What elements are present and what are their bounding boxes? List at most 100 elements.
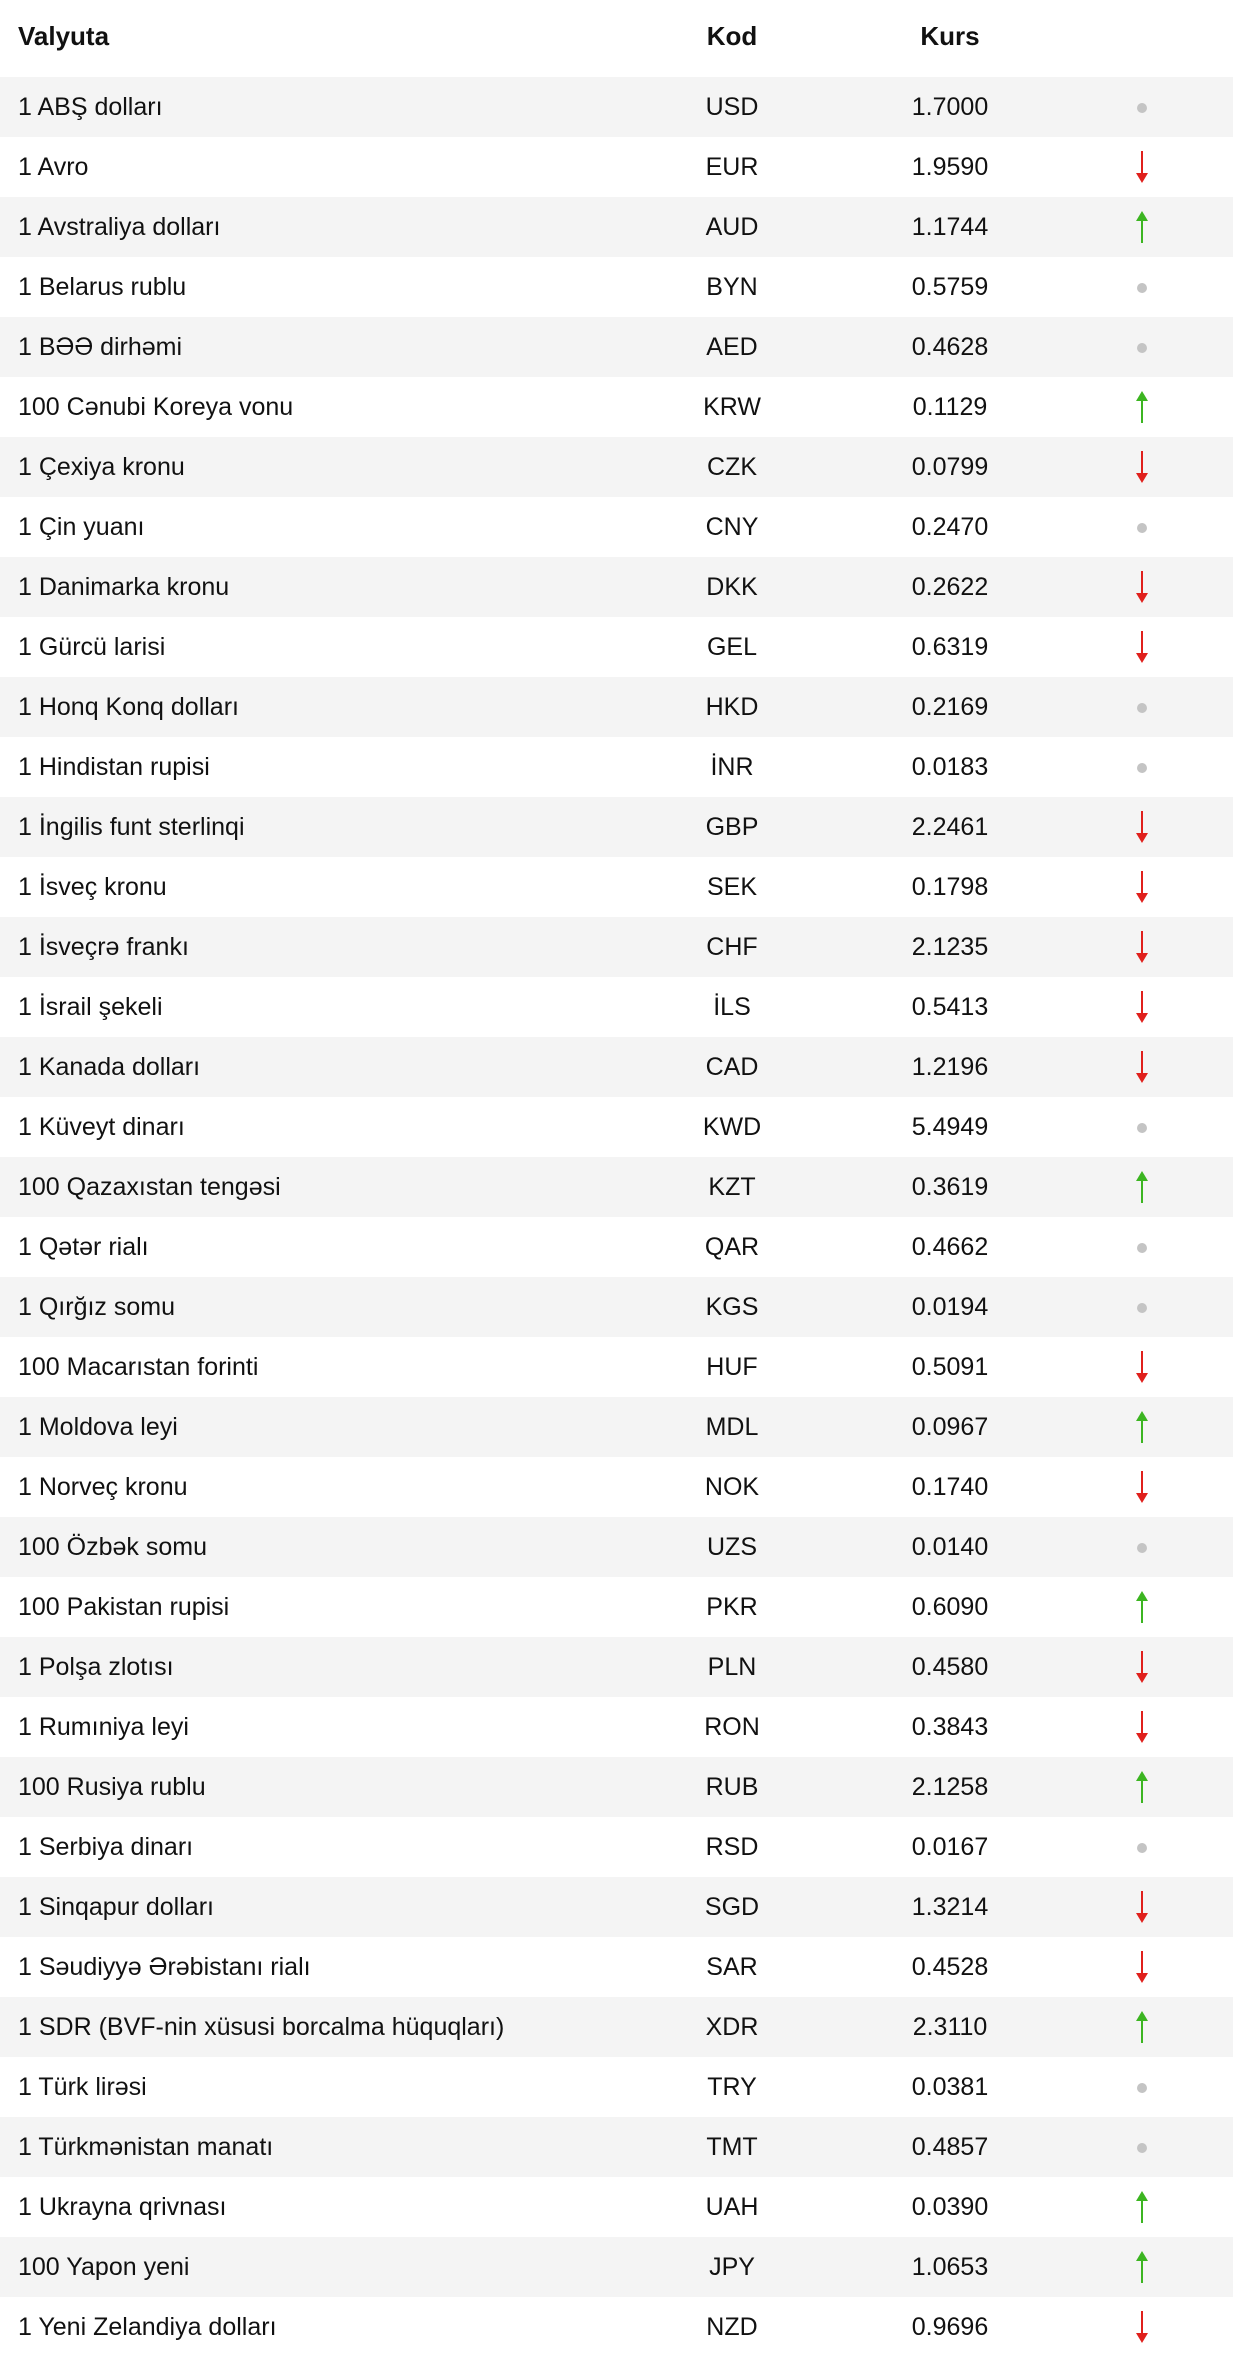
table-row: 1 Honq Konq dolları HKD 0.2169 (0, 677, 1233, 737)
neutral-dot-icon (1120, 1217, 1164, 1277)
currency-name: 1 Polşa zlotısı (18, 1653, 174, 1681)
neutral-dot-icon (1120, 737, 1164, 797)
currency-rate: 0.4662 (911, 1233, 989, 1261)
neutral-dot-icon (1120, 2057, 1164, 2117)
currency-name: 1 Serbiya dinarı (18, 1833, 194, 1861)
header-currency: Valyuta (18, 21, 110, 51)
currency-code: USD (705, 93, 759, 121)
neutral-dot-icon (1120, 1517, 1164, 1577)
currency-rate: 1.2196 (911, 1053, 989, 1081)
currency-name: 1 Türkmənistan manatı (18, 2133, 274, 2161)
neutral-dot-icon (1120, 77, 1164, 137)
currency-code: İLS (713, 993, 751, 1021)
currency-name: 100 Cənubi Koreya vonu (18, 393, 294, 421)
currency-code: RON (704, 1713, 760, 1741)
arrow-down-icon (1120, 977, 1164, 1037)
currency-code: CHF (706, 933, 758, 961)
currency-name: 1 Avstraliya dolları (18, 213, 221, 241)
currency-code: KZT (708, 1173, 756, 1201)
currency-code: DKK (706, 573, 758, 601)
arrow-up-icon (1120, 1757, 1164, 1817)
currency-code: MDL (705, 1413, 759, 1441)
currency-code: BYN (706, 273, 758, 301)
currency-name: 1 İsveçrə frankı (18, 933, 189, 961)
table-row: 1 İngilis funt sterlinqi GBP 2.2461 (0, 797, 1233, 857)
table-row: 1 Avstraliya dolları AUD 1.1744 (0, 197, 1233, 257)
arrow-up-icon (1120, 2177, 1164, 2237)
arrow-down-icon (1120, 917, 1164, 977)
currency-code: RSD (705, 1833, 759, 1861)
currency-rate: 0.0799 (911, 453, 989, 481)
currency-rate: 1.9590 (911, 153, 989, 181)
table-row: 1 Sinqapur dolları SGD 1.3214 (0, 1877, 1233, 1937)
currency-name: 100 Qazaxıstan tengəsi (18, 1173, 281, 1201)
currency-code: SGD (704, 1893, 760, 1921)
table-row: 1 Danimarka kronu DKK 0.2622 (0, 557, 1233, 617)
currency-name: 1 Küveyt dinarı (18, 1113, 185, 1141)
neutral-dot-icon (1120, 1817, 1164, 1877)
table-row: 1 Çexiya kronu CZK 0.0799 (0, 437, 1233, 497)
currency-rate: 0.4580 (911, 1653, 989, 1681)
currency-rate: 0.0140 (911, 1533, 989, 1561)
table-row: 1 Qətər rialı QAR 0.4662 (0, 1217, 1233, 1277)
currency-rate: 0.0167 (911, 1833, 989, 1861)
table-row: 1 Yeni Zelandiya dolları NZD 0.9696 (0, 2297, 1233, 2357)
table-row: 1 Rumıniya leyi RON 0.3843 (0, 1697, 1233, 1757)
currency-code: KWD (702, 1113, 762, 1141)
table-row: 1 Polşa zlotısı PLN 0.4580 (0, 1637, 1233, 1697)
currency-code: GBP (705, 813, 759, 841)
currency-name: 1 Yeni Zelandiya dolları (18, 2313, 277, 2341)
currency-code: TMT (706, 2133, 758, 2161)
table-row: 1 BƏƏ dirhəmi AED 0.4628 (0, 317, 1233, 377)
currency-name: 1 İsveç kronu (18, 873, 167, 901)
currency-code: XDR (705, 2013, 759, 2041)
currency-code: KRW (703, 393, 761, 421)
table-row: 100 Özbək somu UZS 0.0140 (0, 1517, 1233, 1577)
currency-name: 1 Ukrayna qrivnası (18, 2193, 227, 2221)
currency-code: SEK (706, 873, 758, 901)
currency-code: TRY (707, 2073, 757, 2101)
arrow-up-icon (1120, 1397, 1164, 1457)
table-row: 1 Çin yuanı CNY 0.2470 (0, 497, 1233, 557)
currency-code: AED (706, 333, 758, 361)
currency-name: 1 Hindistan rupisi (18, 753, 210, 781)
currency-rate: 2.3110 (912, 2013, 988, 2041)
table-row: 1 Türkmənistan manatı TMT 0.4857 (0, 2117, 1233, 2177)
table-row: 1 Norveç kronu NOK 0.1740 (0, 1457, 1233, 1517)
table-row: 1 İsveçrə frankı CHF 2.1235 (0, 917, 1233, 977)
currency-name: 1 Danimarka kronu (18, 573, 230, 601)
currency-code: RUB (705, 1773, 759, 1801)
table-row: 1 Belarus rublu BYN 0.5759 (0, 257, 1233, 317)
currency-code: PKR (706, 1593, 758, 1621)
currency-code: JPY (709, 2253, 755, 2281)
currency-rate: 1.3214 (911, 1893, 989, 1921)
currency-rate: 0.0194 (911, 1293, 989, 1321)
currency-name: 1 Honq Konq dolları (18, 693, 239, 721)
arrow-down-icon (1120, 1637, 1164, 1697)
arrow-up-icon (1120, 1577, 1164, 1637)
header-code: Kod (706, 21, 758, 51)
neutral-dot-icon (1120, 497, 1164, 557)
currency-rate: 0.0390 (911, 2193, 989, 2221)
table-row: 1 Gürcü larisi GEL 0.6319 (0, 617, 1233, 677)
table-row: 1 ABŞ dolları USD 1.7000 (0, 77, 1233, 137)
currency-name: 1 Kanada dolları (18, 1053, 201, 1081)
currency-rate: 0.1129 (912, 393, 988, 421)
currency-name: 1 Çin yuanı (18, 513, 145, 541)
currency-name: 1 Moldova leyi (18, 1413, 178, 1441)
header-rate: Kurs (920, 21, 980, 51)
currency-rate: 0.0183 (911, 753, 989, 781)
currency-name: 1 Səudiyyə Ərəbistanı rialı (18, 1953, 311, 1981)
currency-rate: 0.5413 (911, 993, 989, 1021)
arrow-down-icon (1120, 137, 1164, 197)
currency-rate: 2.1235 (911, 933, 989, 961)
currency-code: NOK (704, 1473, 760, 1501)
currency-name: 1 ABŞ dolları (18, 93, 163, 121)
currency-rate: 0.1798 (911, 873, 989, 901)
currency-rate: 2.1258 (911, 1773, 989, 1801)
table-row: 100 Rusiya rublu RUB 2.1258 (0, 1757, 1233, 1817)
table-row: 1 Kanada dolları CAD 1.2196 (0, 1037, 1233, 1097)
arrow-down-icon (1120, 1457, 1164, 1517)
currency-code: QAR (704, 1233, 760, 1261)
currency-code: CZK (707, 453, 757, 481)
